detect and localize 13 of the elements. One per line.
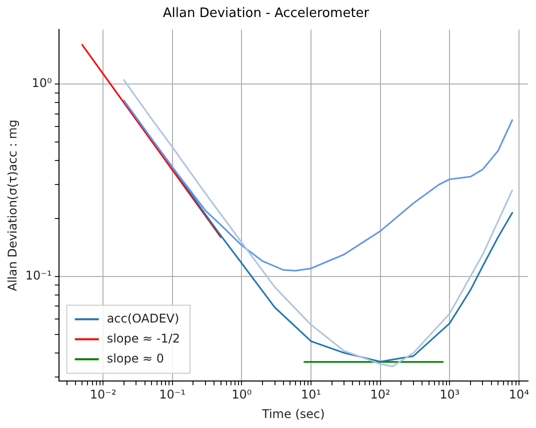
chart-title: Allan Deviation - Accelerometer	[162, 6, 370, 22]
x-axis-title: Time (sec)	[261, 406, 325, 421]
x-tick-label: 10⁴	[508, 388, 530, 402]
legend-label: slope ≈ -1/2	[106, 331, 180, 346]
x-tick-label: 10¹	[300, 388, 322, 402]
x-tick-label: 10⁰	[232, 388, 252, 402]
x-tick-label: 10⁻¹	[159, 388, 186, 402]
legend-label: slope ≈ 0	[106, 351, 164, 366]
x-tick-label: 10⁻²	[90, 388, 116, 402]
x-tick-label: 10²	[370, 388, 391, 402]
x-tick-label: 10³	[440, 388, 460, 402]
y-axis-title: Allan Deviation(σ(τ)acc : mg	[5, 120, 20, 292]
legend-label: acc(OADEV)	[106, 311, 180, 326]
